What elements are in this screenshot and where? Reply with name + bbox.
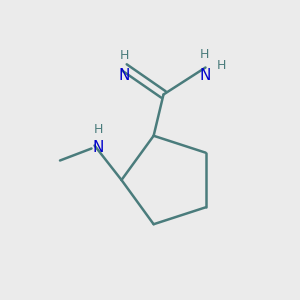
- Text: H: H: [199, 48, 209, 62]
- Text: N: N: [92, 140, 104, 154]
- Text: N: N: [200, 68, 211, 82]
- Text: H: H: [93, 123, 103, 136]
- Text: N: N: [119, 68, 130, 82]
- Text: H: H: [120, 49, 129, 62]
- Text: H: H: [216, 58, 226, 72]
